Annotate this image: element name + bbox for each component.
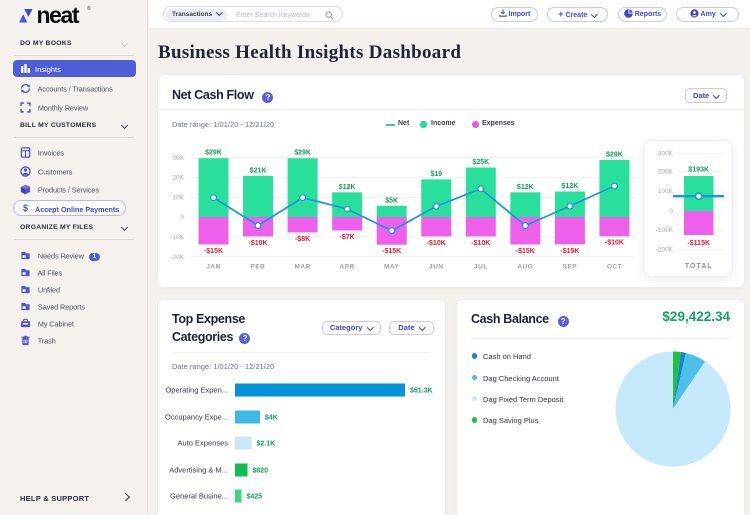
svg-text:$29K: $29K (294, 150, 311, 157)
svg-text:Auto Expenses: Auto Expenses (178, 439, 229, 448)
svg-text:0: 0 (669, 208, 673, 215)
svg-text:-$10K: -$10K (249, 240, 268, 247)
svg-text:-$15K: -$15K (560, 248, 579, 255)
svg-text:200K: 200K (657, 169, 673, 176)
svg-text:100K: 100K (657, 188, 673, 195)
svg-text:$5K: $5K (385, 197, 398, 204)
svg-text:$4K: $4K (265, 415, 278, 422)
svg-text:-$15K: -$15K (516, 248, 535, 255)
svg-text:FEB: FEB (251, 264, 265, 271)
svg-text:$12K: $12K (517, 184, 534, 191)
svg-text:-$8K: -$8K (295, 236, 310, 243)
svg-text:AUG: AUG (517, 264, 533, 271)
svg-text:SEP: SEP (563, 264, 578, 271)
svg-text:JAN: JAN (206, 264, 221, 271)
svg-text:30K: 30K (172, 155, 184, 162)
svg-text:300K: 300K (657, 150, 673, 157)
svg-text:$12K: $12K (339, 184, 356, 191)
svg-text:Occupancy Expe...: Occupancy Expe... (165, 413, 228, 422)
svg-text:-20K: -20K (170, 254, 184, 261)
svg-text:-$15K: -$15K (382, 248, 401, 255)
svg-text:TOTAL: TOTAL (684, 263, 712, 270)
svg-text:$21K: $21K (250, 167, 267, 174)
svg-text:10K: 10K (172, 194, 184, 201)
svg-text:-$15K: -$15K (204, 248, 223, 255)
svg-text:MAY: MAY (384, 264, 400, 271)
svg-text:JUN: JUN (429, 264, 444, 271)
svg-text:-10K: -10K (170, 234, 184, 241)
svg-text:MAR: MAR (294, 264, 310, 271)
svg-text:$2.1K: $2.1K (257, 441, 276, 448)
svg-text:-$115K: -$115K (687, 240, 710, 247)
svg-text:-$10K: -$10K (427, 240, 446, 247)
svg-text:OCT: OCT (607, 264, 622, 271)
svg-text:$29K: $29K (606, 152, 623, 159)
svg-text:$425: $425 (247, 494, 263, 501)
svg-text:®: ® (87, 5, 91, 12)
svg-text:JUL: JUL (474, 264, 488, 271)
svg-text:Advertising & M...: Advertising & M... (169, 466, 228, 475)
svg-text:APR: APR (340, 264, 355, 271)
svg-text:General Busine...: General Busine... (170, 492, 228, 501)
svg-text:$29K: $29K (205, 150, 222, 157)
svg-text:0: 0 (180, 214, 184, 221)
svg-text:$25K: $25K (472, 159, 489, 166)
svg-text:20K: 20K (172, 175, 184, 182)
svg-text:$193K: $193K (688, 167, 709, 174)
svg-text:-100K: -100K (655, 227, 673, 234)
svg-text:neat: neat (37, 2, 80, 28)
svg-text:-$7K: -$7K (340, 234, 355, 241)
svg-text:$12K: $12K (562, 183, 579, 190)
svg-text:$51.3K: $51.3K (410, 388, 433, 395)
svg-text:$19: $19 (430, 171, 442, 178)
svg-text:-$10K: -$10K (605, 240, 624, 247)
svg-text:-200K: -200K (655, 246, 673, 253)
svg-text:Operating Expen...: Operating Expen... (165, 386, 228, 395)
svg-text:-$10K: -$10K (471, 240, 490, 247)
svg-text:$820: $820 (253, 468, 269, 475)
